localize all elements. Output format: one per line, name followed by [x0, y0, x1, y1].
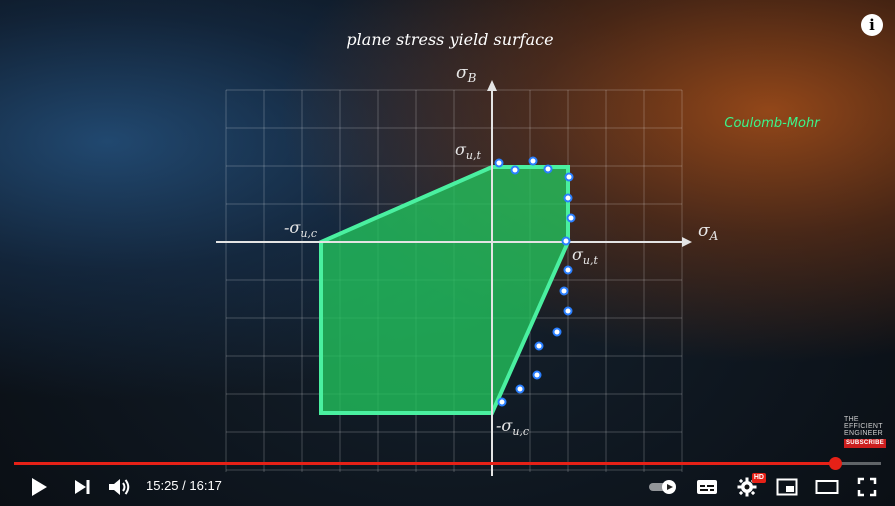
- miniplayer-button[interactable]: [774, 472, 800, 502]
- data-markers: [494, 156, 576, 407]
- info-button[interactable]: i: [861, 14, 883, 36]
- data-marker: [564, 172, 574, 182]
- video-title-text: plane stress yield surface: [346, 30, 553, 49]
- progress-bar[interactable]: [14, 457, 881, 470]
- progress-scrubber[interactable]: [829, 457, 843, 470]
- autoplay-toggle[interactable]: [648, 472, 678, 502]
- theater-mode-icon: [815, 480, 839, 494]
- captions-button[interactable]: [694, 472, 720, 502]
- data-marker: [510, 165, 520, 175]
- watermark-line: THE: [844, 416, 859, 423]
- theater-mode-button[interactable]: [814, 472, 840, 502]
- data-marker: [528, 156, 538, 166]
- data-marker: [494, 158, 504, 168]
- time-display: 15:25 / 16:17: [146, 478, 222, 493]
- data-marker: [561, 236, 571, 246]
- captions-icon: [697, 480, 717, 494]
- channel-watermark[interactable]: THE EFFICIENT ENGINEER SUBSCRIBE: [844, 416, 890, 448]
- data-marker: [559, 286, 569, 296]
- data-marker: [552, 327, 562, 337]
- data-marker: [563, 193, 573, 203]
- label-minus-sigma-uc-left: -σu,c: [284, 218, 317, 240]
- x-axis-arrow: [682, 237, 692, 247]
- volume-button[interactable]: [106, 472, 134, 502]
- y-axis-arrow: [487, 80, 497, 91]
- x-axis-label: σA: [698, 221, 719, 243]
- data-marker: [543, 164, 553, 174]
- data-marker: [563, 265, 573, 275]
- next-button[interactable]: [70, 472, 94, 502]
- watermark-line: EFFICIENT: [844, 423, 883, 430]
- data-marker: [566, 213, 576, 223]
- progress-fill: [14, 462, 836, 465]
- y-axis-label: σB: [456, 63, 477, 85]
- settings-button[interactable]: HD: [734, 472, 766, 502]
- data-marker: [563, 306, 573, 316]
- fullscreen-icon: [857, 477, 877, 497]
- play-icon: [32, 478, 47, 496]
- label-minus-sigma-uc-bottom: -σu,c: [496, 416, 529, 438]
- legend-coulomb-mohr: Coulomb-Mohr: [724, 116, 821, 131]
- label-sigma-ut-right: σu,t: [572, 245, 599, 267]
- data-marker: [497, 397, 507, 407]
- data-marker: [532, 370, 542, 380]
- data-marker: [534, 341, 544, 351]
- fullscreen-button[interactable]: [854, 472, 880, 502]
- label-sigma-ut-top: σu,t: [455, 140, 482, 162]
- play-button[interactable]: [26, 472, 52, 502]
- autoplay-toggle-icon: [649, 480, 676, 494]
- hd-badge: HD: [751, 473, 766, 483]
- data-marker: [515, 384, 525, 394]
- next-icon: [75, 480, 90, 494]
- miniplayer-icon: [776, 478, 798, 496]
- player-controls: 15:25 / 16:17: [0, 468, 895, 506]
- info-icon: i: [869, 16, 875, 34]
- volume-icon: [109, 479, 130, 495]
- watermark-subscribe[interactable]: SUBSCRIBE: [844, 439, 887, 448]
- watermark-line: ENGINEER: [844, 430, 883, 437]
